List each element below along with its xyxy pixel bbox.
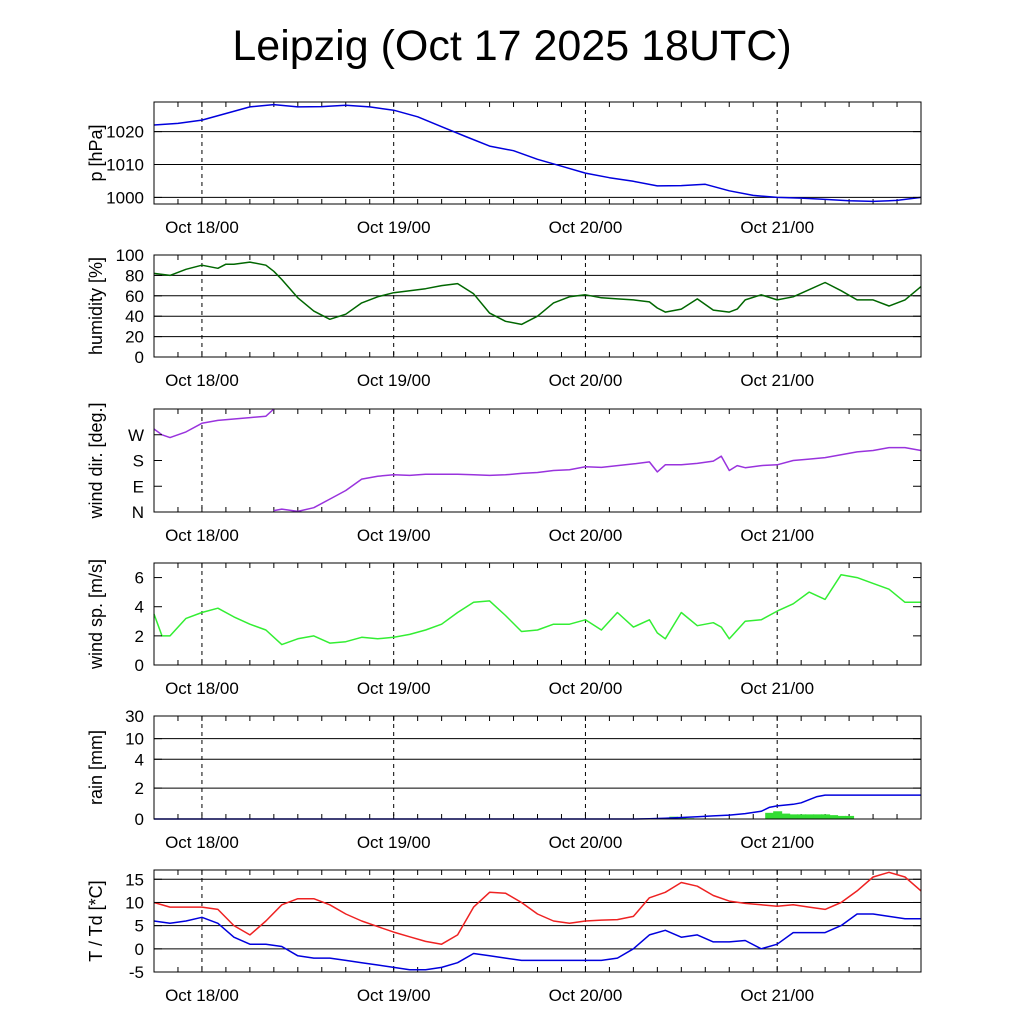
x-tick-label: Oct 21/00 <box>740 833 814 852</box>
y-axis-label: wind dir. [deg.] <box>86 402 106 519</box>
y-tick-label: N <box>132 503 144 522</box>
y-tick-label: 20 <box>125 328 144 347</box>
y-tick-label: 60 <box>125 287 144 306</box>
y-tick-label: 0 <box>135 348 144 367</box>
chart-title: Leipzig (Oct 17 2025 18UTC) <box>232 22 792 70</box>
y-tick-label: 0 <box>135 656 144 675</box>
y-axis-label: T / Td [*C] <box>86 880 106 961</box>
x-tick-label: Oct 20/00 <box>549 986 623 1005</box>
plot-frame <box>153 254 922 358</box>
panel-temperature: -5 0 5 10 15 T / Td [*C] Oct 18/00 Oct 19/00 Oct… <box>86 869 922 1005</box>
x-tick-label: Oct 20/00 <box>549 218 623 237</box>
x-tick-label: Oct 18/00 <box>165 679 239 698</box>
y-tick-label: 0 <box>135 810 144 829</box>
series-line-pressure-0 <box>153 103 922 203</box>
series-line-temperature-1 <box>153 913 921 971</box>
x-tick-label: Oct 19/00 <box>357 371 431 390</box>
x-tick-label: Oct 20/00 <box>549 526 623 545</box>
panel-rain: 0 2 410 30 rain [mm] Oct 18/00 Oct 19/00 Oct 20… <box>86 707 922 852</box>
x-tick-label: Oct 20/00 <box>549 679 623 698</box>
x-tick-label: Oct 18/00 <box>165 371 239 390</box>
x-tick-label: Oct 19/00 <box>357 526 431 545</box>
plot-frame <box>153 101 922 205</box>
x-tick-label: Oct 20/00 <box>549 371 623 390</box>
plot-frame <box>153 562 922 666</box>
rain-bar <box>821 814 831 819</box>
y-tick-label: -5 <box>129 963 144 982</box>
series-line-wind_direction-1 <box>273 446 922 513</box>
x-tick-label: Oct 21/00 <box>740 218 814 237</box>
rain-bar <box>837 815 847 819</box>
rain-bar <box>677 817 687 819</box>
y-tick-label: 30 <box>125 707 144 726</box>
y-tick-label: 1010 <box>106 156 144 175</box>
x-tick-label: Oct 21/00 <box>740 986 814 1005</box>
x-tick-label: Oct 19/00 <box>357 986 431 1005</box>
series-line-wind_speed-0 <box>153 573 921 646</box>
y-tick-label: 6 <box>135 569 144 588</box>
y-tick-label: 4 <box>135 750 144 769</box>
y-tick-label: 2 <box>135 779 144 798</box>
y-axis-label: p [hPa] <box>86 124 106 181</box>
plot-frame <box>153 408 922 513</box>
y-tick-label: W <box>128 426 144 445</box>
y-tick-label: 4 <box>135 598 144 617</box>
rain-bar <box>773 811 783 819</box>
y-axis-label: humidity [%] <box>86 257 106 355</box>
x-tick-label: Oct 18/00 <box>165 526 239 545</box>
rain-bar <box>805 814 815 819</box>
y-tick-label: 100 <box>116 246 144 265</box>
series-line-humidity-0 <box>153 261 922 326</box>
rain-bar <box>829 815 839 819</box>
y-tick-label: 0 <box>135 940 144 959</box>
rain-bar <box>765 812 775 819</box>
y-tick-label: 1000 <box>106 188 144 207</box>
rain-bar <box>781 813 791 819</box>
x-tick-label: Oct 19/00 <box>357 218 431 237</box>
x-tick-label: Oct 21/00 <box>740 526 814 545</box>
y-axis-label: wind sp. [m/s] <box>86 559 106 670</box>
x-tick-label: Oct 21/00 <box>740 371 814 390</box>
rain-bar <box>797 814 807 819</box>
x-tick-label: Oct 19/00 <box>357 679 431 698</box>
y-tick-label: 15 <box>125 870 144 889</box>
x-tick-label: Oct 18/00 <box>165 986 239 1005</box>
x-tick-label: Oct 19/00 <box>357 833 431 852</box>
rain-bar <box>845 815 855 819</box>
y-tick-label: 2 <box>135 627 144 646</box>
x-tick-label: Oct 18/00 <box>165 833 239 852</box>
plot-frame <box>153 869 922 973</box>
plot-frame <box>153 715 922 820</box>
y-tick-label: E <box>133 477 144 496</box>
x-tick-label: Oct 18/00 <box>165 218 239 237</box>
panel-wind_speed: 0 2 4 6 wind sp. [m/s] Oct 18/00 Oct 19/00 Oct … <box>86 559 922 698</box>
series-line-wind_direction-0 <box>153 408 275 439</box>
y-tick-label: 80 <box>125 266 144 285</box>
y-axis-label: rain [mm] <box>86 730 106 805</box>
x-tick-label: Oct 20/00 <box>549 833 623 852</box>
rain-bar <box>813 814 823 819</box>
rain-bar <box>789 814 799 819</box>
y-tick-label: 40 <box>125 307 144 326</box>
y-tick-label: 10 <box>125 730 144 749</box>
x-tick-label: Oct 21/00 <box>740 679 814 698</box>
y-tick-label: S <box>133 452 144 471</box>
y-tick-label: 10 <box>125 893 144 912</box>
series-line-temperature-0 <box>153 871 922 945</box>
y-tick-label: 5 <box>135 917 144 936</box>
y-tick-label: 1020 <box>106 123 144 142</box>
